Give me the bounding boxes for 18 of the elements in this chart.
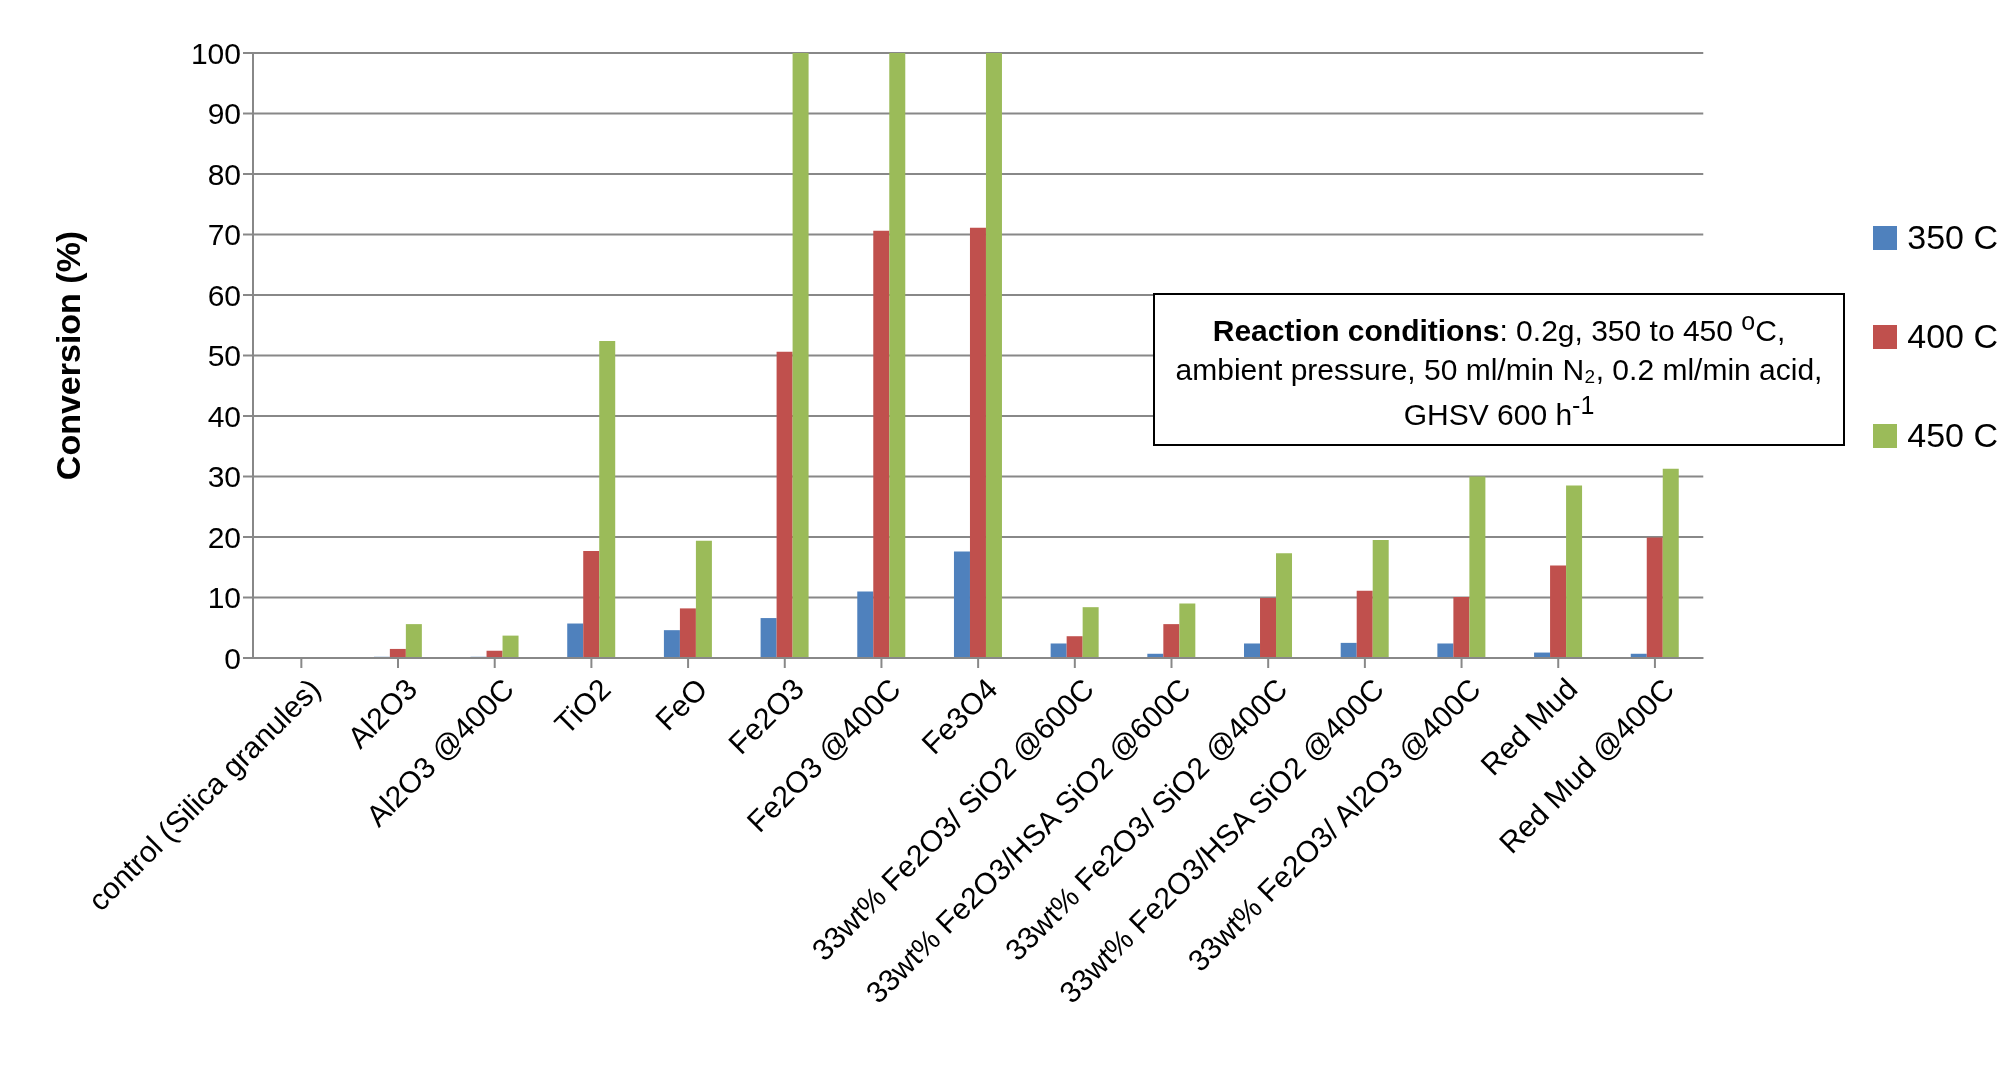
y-axis-title: Conversion (%) — [49, 230, 88, 481]
y-tick-label: 100 — [190, 36, 241, 70]
y-tick-label: 20 — [207, 520, 241, 554]
x-tick-label: TiO2 — [548, 671, 617, 741]
y-tick-label: 40 — [207, 399, 241, 433]
y-tick-label: 80 — [207, 157, 241, 191]
y-tick-label: 60 — [207, 278, 241, 312]
y-tick-label: 10 — [207, 581, 241, 615]
y-tick-label: 0 — [224, 641, 241, 675]
y-tick-label: 50 — [207, 339, 241, 373]
legend-label: 450 C — [1907, 416, 1998, 455]
y-tick-label: 90 — [207, 97, 241, 131]
y-tick-label: 70 — [207, 218, 241, 252]
legend-label: 400 C — [1907, 317, 1998, 356]
annotation: Reaction conditions: 0.2g, 350 to 450 $^{o}$C, ambient pressure, 50 ml/min N₂, 0.2 ml/min acid, GHSV 600 h$^{-1}$ — [1153, 293, 1845, 446]
x-tick-label: FeO — [648, 671, 714, 737]
y-tick-label: 30 — [207, 460, 241, 494]
legend-label: 350 C — [1907, 218, 1998, 257]
